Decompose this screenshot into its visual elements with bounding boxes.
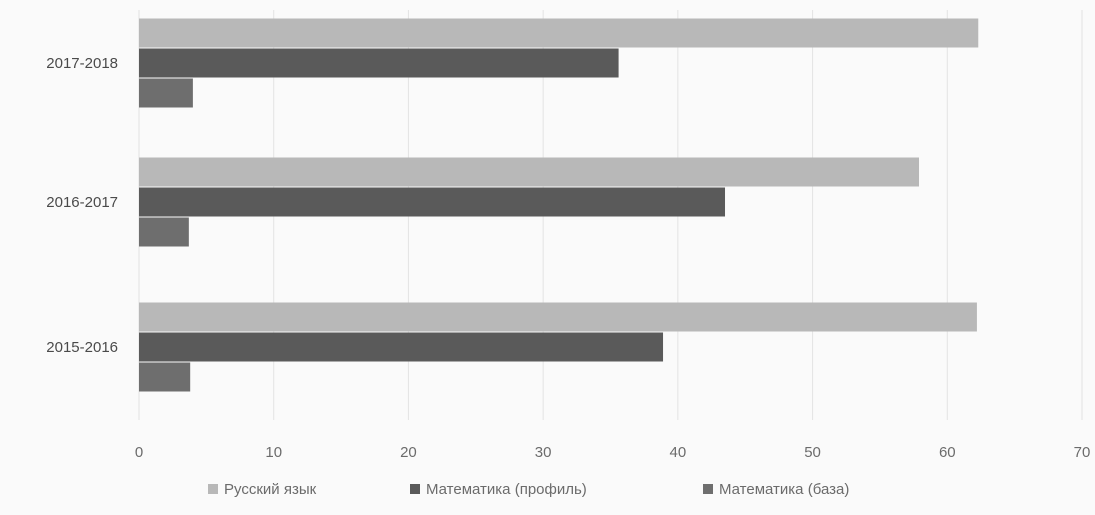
category-labels: 2015-2016 2016-2017 2017-2018 xyxy=(46,55,118,356)
legend-label: Русский язык xyxy=(224,481,317,498)
legend-swatch xyxy=(410,484,420,494)
x-tick-label: 20 xyxy=(400,444,417,461)
bar xyxy=(139,48,619,78)
bars xyxy=(139,18,979,392)
bar xyxy=(139,362,191,392)
bar xyxy=(139,332,664,362)
legend-swatch xyxy=(703,484,713,494)
x-tick-label: 60 xyxy=(939,444,956,461)
x-tick-label: 70 xyxy=(1074,444,1091,461)
bar xyxy=(139,187,726,217)
x-tick-label: 50 xyxy=(804,444,821,461)
legend-label: Математика (база) xyxy=(719,481,849,498)
legend: Русский язык Математика (профиль) Математи… xyxy=(208,481,849,498)
category-label: 2017-2018 xyxy=(46,55,118,72)
bar xyxy=(139,78,193,108)
x-axis-ticks: 0 10 20 30 40 50 60 70 xyxy=(135,444,1091,461)
bar xyxy=(139,302,977,332)
x-tick-label: 0 xyxy=(135,444,143,461)
x-tick-label: 40 xyxy=(670,444,687,461)
x-tick-label: 10 xyxy=(265,444,282,461)
legend-label: Математика (профиль) xyxy=(426,481,587,498)
bar xyxy=(139,157,919,187)
category-label: 2016-2017 xyxy=(46,194,118,211)
x-tick-label: 30 xyxy=(535,444,552,461)
bar xyxy=(139,18,979,48)
category-label: 2015-2016 xyxy=(46,339,118,356)
legend-swatch xyxy=(208,484,218,494)
bar xyxy=(139,217,189,247)
